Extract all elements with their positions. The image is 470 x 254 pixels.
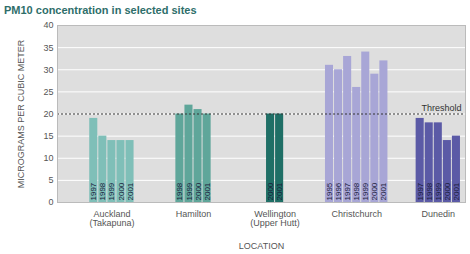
svg-text:1999: 1999 [361, 182, 370, 200]
svg-text:30: 30 [43, 65, 53, 75]
svg-text:25: 25 [43, 87, 53, 97]
svg-text:2001: 2001 [126, 182, 135, 200]
svg-text:1998: 1998 [175, 182, 184, 200]
svg-text:2001: 2001 [275, 182, 284, 200]
svg-text:1997: 1997 [416, 182, 425, 200]
svg-text:35: 35 [43, 43, 53, 53]
svg-text:Hamilton: Hamilton [176, 209, 212, 219]
svg-text:20: 20 [43, 109, 53, 119]
svg-text:5: 5 [48, 175, 53, 185]
svg-text:Dunedin: Dunedin [422, 209, 456, 219]
svg-text:1998: 1998 [425, 182, 434, 200]
svg-text:2001: 2001 [452, 182, 461, 200]
svg-text:Auckland(Takapuna): Auckland(Takapuna) [89, 209, 134, 228]
svg-text:2000: 2000 [370, 182, 379, 200]
svg-text:1999: 1999 [107, 182, 116, 200]
svg-text:2000: 2000 [443, 182, 452, 200]
svg-text:1999: 1999 [434, 182, 443, 200]
svg-text:1998: 1998 [352, 182, 361, 200]
svg-text:1995: 1995 [325, 182, 334, 200]
svg-text:1996: 1996 [334, 182, 343, 200]
svg-text:1998: 1998 [98, 182, 107, 200]
svg-text:LOCATION: LOCATION [239, 241, 284, 251]
svg-text:40: 40 [43, 20, 53, 30]
svg-text:2001: 2001 [379, 182, 388, 200]
svg-text:1999: 1999 [185, 182, 194, 200]
svg-text:0: 0 [48, 197, 53, 207]
svg-text:2001: 2001 [203, 182, 212, 200]
svg-text:MICROGRAMS PER CUBIC METER: MICROGRAMS PER CUBIC METER [16, 39, 26, 188]
svg-text:Threshold: Threshold [421, 103, 461, 113]
html-text:PM10 concentration in selected: PM10 concentration in selected sites [4, 4, 197, 16]
svg-text:2000: 2000 [194, 182, 203, 200]
svg-text:2000: 2000 [266, 182, 275, 200]
svg-text:10: 10 [43, 153, 53, 163]
svg-text:15: 15 [43, 131, 53, 141]
svg-text:1997: 1997 [343, 182, 352, 200]
svg-text:2000: 2000 [117, 182, 126, 200]
svg-text:Wellington(Upper Hutt): Wellington(Upper Hutt) [250, 209, 300, 228]
svg-text:1997: 1997 [89, 182, 98, 200]
svg-text:Christchurch: Christchurch [331, 209, 382, 219]
